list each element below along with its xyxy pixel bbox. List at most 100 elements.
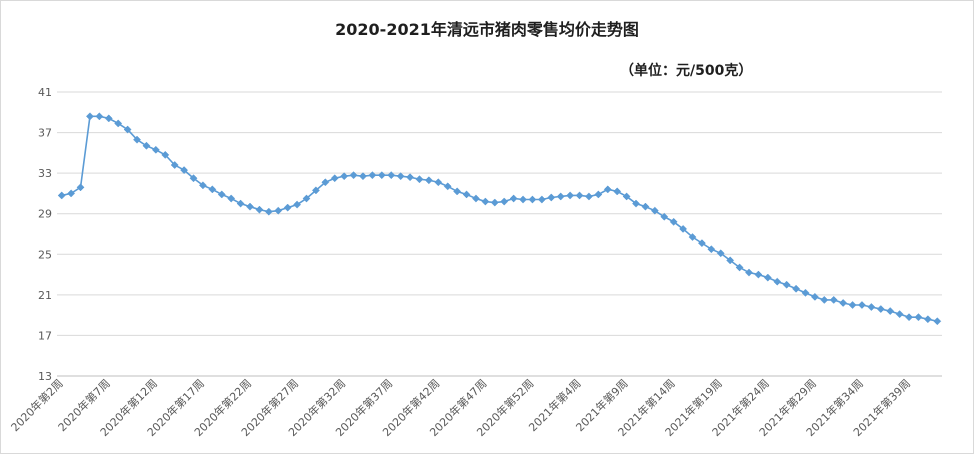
data-point: [810, 292, 819, 301]
data-point: [340, 172, 349, 181]
data-point: [773, 277, 782, 286]
data-point: [406, 173, 415, 182]
data-point: [434, 178, 443, 187]
data-point: [85, 112, 94, 121]
data-point: [415, 175, 424, 184]
data-point: [377, 171, 386, 180]
data-point: [697, 239, 706, 248]
data-point: [895, 310, 904, 319]
data-point: [453, 187, 462, 196]
data-point: [519, 195, 527, 204]
data-point: [76, 183, 85, 192]
data-point: [311, 186, 320, 195]
unit-label: （单位：元/500克）: [620, 63, 753, 79]
data-point: [820, 295, 829, 304]
data-point: [462, 190, 471, 199]
data-point: [867, 303, 876, 311]
data-point: [500, 197, 509, 206]
data-point: [283, 203, 292, 212]
data-point: [255, 205, 264, 214]
data-point: [217, 190, 226, 199]
data-point: [246, 202, 254, 211]
chart-title: 2020-2021年清远市猪肉零售均价走势图: [335, 20, 639, 39]
data-point: [264, 207, 273, 216]
data-point: [424, 176, 433, 185]
data-point: [236, 199, 245, 208]
data-point: [584, 192, 593, 201]
data-point: [180, 166, 189, 175]
data-point: [330, 174, 339, 183]
data-point: [57, 191, 66, 200]
data-point: [801, 288, 810, 297]
data-point: [707, 245, 716, 254]
data-point: [481, 197, 490, 206]
data-point: [151, 145, 160, 154]
y-tick-label: 21: [38, 289, 52, 302]
data-point: [528, 195, 537, 204]
gridlines: [57, 91, 942, 377]
data-point: [142, 141, 151, 150]
data-point: [858, 301, 866, 309]
data-point: [613, 187, 622, 196]
data-point: [839, 299, 848, 307]
data-point: [396, 172, 405, 181]
data-point: [688, 233, 697, 241]
data-point: [104, 114, 113, 123]
data-point: [933, 317, 942, 326]
data-point: [368, 171, 377, 180]
y-tick-label: 33: [38, 167, 52, 180]
y-tick-label: 41: [38, 86, 52, 99]
data-point: [189, 174, 198, 183]
data-point: [905, 313, 914, 322]
data-point: [443, 182, 452, 191]
series-price: [57, 112, 942, 326]
data-point: [745, 268, 753, 277]
data-point: [716, 249, 725, 258]
data-point: [735, 263, 744, 272]
data-point: [359, 172, 367, 181]
data-point: [67, 189, 76, 198]
data-point: [641, 202, 650, 211]
data-point: [660, 212, 669, 221]
data-point: [302, 194, 311, 203]
data-point: [594, 190, 603, 199]
data-point: [274, 206, 283, 215]
data-point: [792, 284, 801, 293]
data-point: [650, 206, 659, 215]
data-point: [679, 224, 688, 233]
data-point: [603, 185, 612, 194]
y-tick-label: 17: [38, 329, 52, 342]
data-point: [556, 192, 565, 201]
data-point: [782, 280, 791, 289]
data-point: [509, 194, 518, 203]
y-axis: 13 17 21 25 29 33 37 41: [38, 86, 52, 383]
data-point: [490, 198, 499, 207]
data-point: [133, 135, 141, 144]
data-point: [321, 178, 330, 187]
data-point: [876, 305, 885, 314]
data-point: [923, 315, 932, 324]
series-line: [61, 115, 938, 323]
data-point: [208, 185, 217, 194]
data-point: [198, 181, 207, 190]
data-point: [227, 194, 236, 203]
data-point: [575, 191, 584, 200]
data-point: [547, 193, 556, 202]
data-point: [754, 270, 763, 279]
data-point: [114, 119, 123, 128]
data-point: [349, 171, 358, 180]
data-point: [161, 150, 170, 159]
data-point: [763, 273, 772, 282]
data-point: [622, 192, 631, 201]
y-tick-label: 29: [38, 208, 52, 221]
data-point: [123, 125, 132, 134]
data-point: [95, 112, 104, 121]
data-point: [632, 199, 640, 208]
data-point: [669, 217, 678, 226]
y-tick-label: 13: [38, 370, 52, 383]
data-point: [566, 191, 575, 200]
data-point: [829, 295, 838, 304]
y-tick-label: 25: [38, 248, 52, 261]
